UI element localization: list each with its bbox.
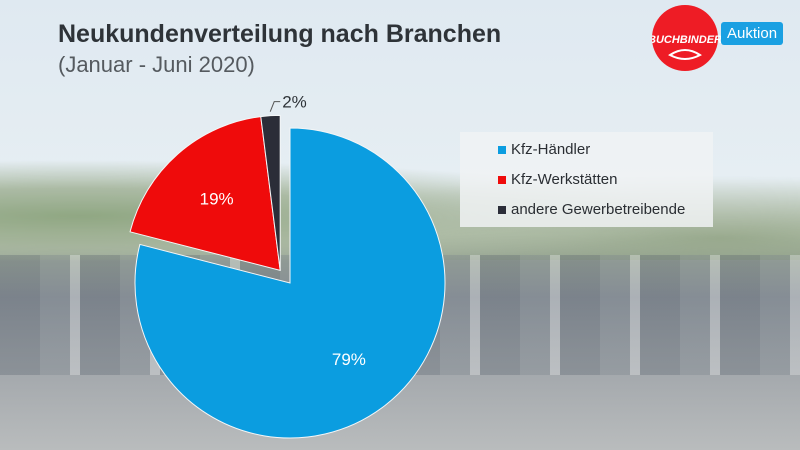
pie-slice-0 <box>134 127 446 439</box>
legend-label: andere Gewerbetreibende <box>511 201 686 218</box>
legend-item: Kfz-Werkstätten <box>498 171 617 188</box>
legend-item: andere Gewerbetreibende <box>498 201 685 218</box>
data-label: 79% <box>332 350 366 369</box>
chart-title: Neukundenverteilung nach Branchen <box>58 20 502 48</box>
svg-text:BUCHBINDER: BUCHBINDER <box>652 34 722 46</box>
legend-item: Kfz-Händler <box>498 141 590 158</box>
auktion-badge: Auktion <box>721 22 784 45</box>
legend-label: Kfz-Händler <box>511 141 591 158</box>
legend-swatch <box>498 145 506 154</box>
pie-slice-2 <box>260 114 281 271</box>
chart-subtitle: (Januar - Juni 2020) <box>58 52 255 77</box>
pie-slice-1 <box>129 116 281 272</box>
legend-swatch <box>498 175 506 184</box>
buchbinder-logo: BUCHBINDER <box>652 5 722 71</box>
legend: Kfz-Händler Kfz-Werkstätten andere Gewer… <box>460 132 713 227</box>
data-label: 2% <box>282 93 307 112</box>
data-label: 19% <box>200 189 234 208</box>
legend-swatch <box>498 205 506 214</box>
legend-label: Kfz-Werkstätten <box>511 171 618 188</box>
leader-line <box>269 101 281 112</box>
